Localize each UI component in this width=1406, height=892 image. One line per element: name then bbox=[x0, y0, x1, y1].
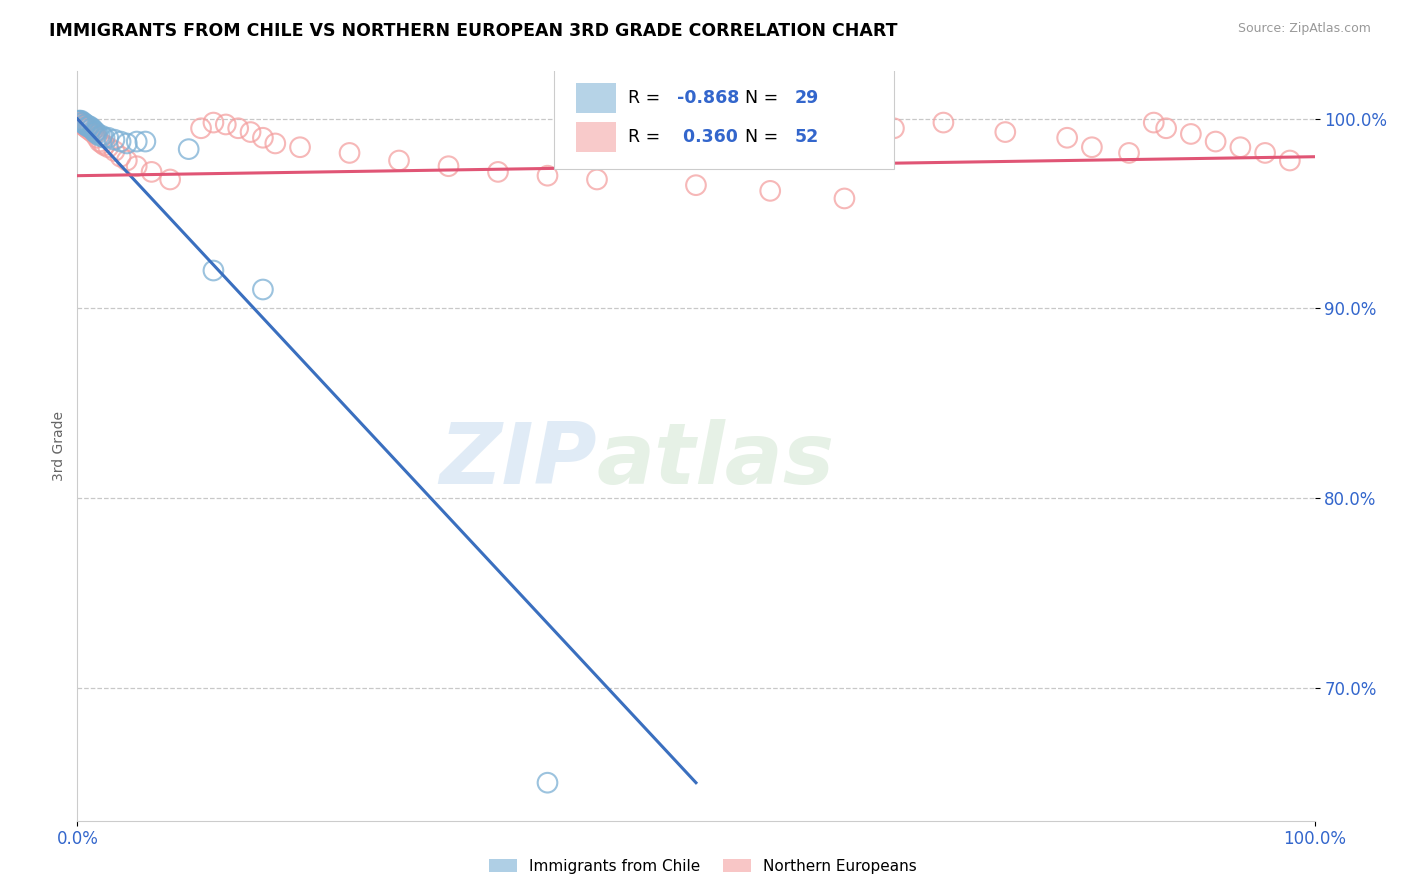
Point bbox=[125, 135, 148, 149]
Point bbox=[110, 135, 132, 149]
Point bbox=[110, 150, 132, 164]
Point bbox=[125, 159, 148, 173]
Point bbox=[134, 135, 156, 149]
Point bbox=[437, 159, 460, 173]
Point bbox=[69, 113, 91, 128]
Point bbox=[80, 121, 103, 136]
Point bbox=[93, 130, 115, 145]
Y-axis label: 3rd Grade: 3rd Grade bbox=[52, 411, 66, 481]
Point bbox=[89, 135, 111, 149]
Point bbox=[1143, 115, 1166, 129]
Point bbox=[72, 118, 94, 132]
Point bbox=[86, 127, 108, 141]
Point bbox=[1154, 121, 1177, 136]
Point bbox=[252, 130, 274, 145]
Point bbox=[97, 140, 120, 154]
Point bbox=[79, 120, 101, 134]
Point bbox=[264, 136, 287, 151]
Point bbox=[89, 128, 111, 143]
Text: IMMIGRANTS FROM CHILE VS NORTHERN EUROPEAN 3RD GRADE CORRELATION CHART: IMMIGRANTS FROM CHILE VS NORTHERN EUROPE… bbox=[49, 22, 897, 40]
Point bbox=[77, 120, 100, 134]
Point bbox=[1254, 145, 1277, 160]
Point bbox=[834, 191, 856, 205]
Point bbox=[83, 125, 105, 139]
Point bbox=[73, 118, 96, 132]
Point bbox=[97, 130, 120, 145]
Point bbox=[82, 125, 104, 139]
Text: 52: 52 bbox=[794, 128, 820, 145]
Point bbox=[159, 172, 181, 186]
Text: ZIP: ZIP bbox=[439, 419, 598, 502]
Point bbox=[70, 115, 93, 129]
Text: Source: ZipAtlas.com: Source: ZipAtlas.com bbox=[1237, 22, 1371, 36]
Point bbox=[72, 115, 94, 129]
Text: R =: R = bbox=[628, 128, 665, 145]
Point bbox=[73, 120, 96, 134]
Point bbox=[86, 130, 108, 145]
Text: 0.360: 0.360 bbox=[678, 128, 738, 145]
FancyBboxPatch shape bbox=[554, 68, 894, 169]
Point bbox=[76, 121, 98, 136]
Point bbox=[115, 153, 138, 168]
Point bbox=[1229, 140, 1251, 154]
Point bbox=[1118, 145, 1140, 160]
Point bbox=[339, 145, 361, 160]
Point bbox=[202, 115, 225, 129]
Point bbox=[883, 121, 905, 136]
Text: N =: N = bbox=[745, 88, 785, 106]
Text: R =: R = bbox=[628, 88, 665, 106]
Text: 29: 29 bbox=[794, 88, 820, 106]
Point bbox=[69, 115, 91, 129]
Point bbox=[190, 121, 212, 136]
Point bbox=[115, 136, 138, 151]
Point bbox=[177, 142, 200, 156]
Legend: Immigrants from Chile, Northern Europeans: Immigrants from Chile, Northern European… bbox=[484, 853, 922, 880]
Point bbox=[388, 153, 411, 168]
Point bbox=[252, 283, 274, 297]
Point bbox=[1278, 153, 1301, 168]
Point bbox=[79, 123, 101, 137]
FancyBboxPatch shape bbox=[576, 121, 616, 152]
Point bbox=[82, 121, 104, 136]
Point bbox=[759, 184, 782, 198]
Point bbox=[239, 125, 262, 139]
Point bbox=[91, 128, 114, 143]
Point bbox=[288, 140, 311, 154]
Point bbox=[72, 115, 94, 129]
Point bbox=[82, 123, 104, 137]
Point bbox=[215, 118, 238, 132]
Point bbox=[1180, 127, 1202, 141]
Point bbox=[84, 125, 107, 139]
Point bbox=[932, 115, 955, 129]
Point bbox=[994, 125, 1017, 139]
Point bbox=[202, 263, 225, 277]
Point bbox=[586, 172, 609, 186]
Point bbox=[536, 169, 558, 183]
Point bbox=[1205, 135, 1227, 149]
Point bbox=[1081, 140, 1104, 154]
Point bbox=[77, 121, 100, 136]
Text: -0.868: -0.868 bbox=[678, 88, 740, 106]
Point bbox=[93, 138, 115, 153]
Point bbox=[226, 121, 249, 136]
Point bbox=[67, 113, 90, 128]
Text: atlas: atlas bbox=[598, 419, 835, 502]
Point bbox=[75, 118, 97, 132]
Point bbox=[91, 136, 114, 151]
Point bbox=[76, 120, 98, 134]
Text: N =: N = bbox=[745, 128, 785, 145]
Point bbox=[72, 118, 94, 132]
Point bbox=[103, 144, 125, 158]
Point bbox=[685, 178, 707, 193]
Point bbox=[103, 133, 125, 147]
Point bbox=[83, 127, 105, 141]
FancyBboxPatch shape bbox=[576, 83, 616, 112]
Point bbox=[75, 120, 97, 134]
Point bbox=[1056, 130, 1078, 145]
Point bbox=[141, 165, 163, 179]
Point bbox=[486, 165, 509, 179]
Point bbox=[536, 775, 558, 789]
Point bbox=[70, 113, 93, 128]
